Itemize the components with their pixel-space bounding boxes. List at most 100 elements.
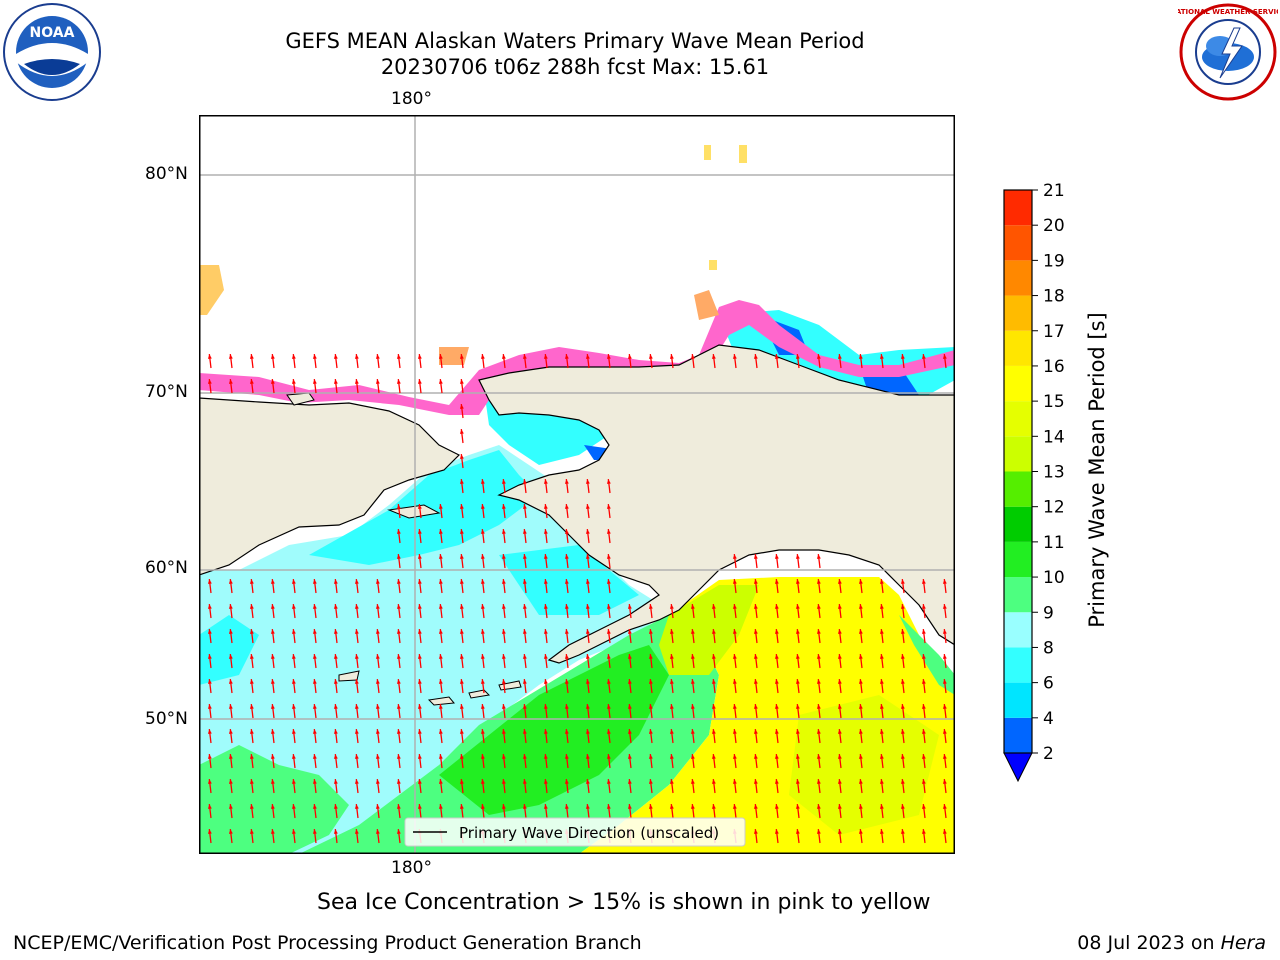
direction-arrow-head [459,704,464,709]
direction-arrow-head [396,679,401,684]
direction-arrow-head [774,354,779,359]
direction-arrow-head [354,829,359,834]
direction-arrow-head [732,554,737,559]
direction-arrow-head [312,729,317,734]
direction-arrow-head [858,654,863,659]
direction-arrow-head [711,629,716,634]
direction-arrow-head [921,829,926,834]
direction-arrow-head [795,629,800,634]
direction-arrow-head [480,679,485,684]
direction-arrow-head [354,729,359,734]
colorbar-segment [1004,225,1032,261]
direction-arrow-head [480,654,485,659]
direction-arrow-head [564,679,569,684]
direction-arrow-head [795,804,800,809]
direction-arrow-head [312,354,317,359]
direction-arrow-head [564,654,569,659]
direction-arrow-head [501,729,506,734]
direction-arrow-head [606,804,611,809]
direction-arrow-head [816,579,821,584]
sea-ice-caption: Sea Ice Concentration > 15% is shown in … [317,890,931,915]
direction-arrow-head [228,354,233,359]
direction-arrow-head [354,704,359,709]
lon-label-bottom: 180° [391,858,432,878]
direction-arrow-head [480,754,485,759]
direction-arrow-head [417,529,422,534]
direction-arrow-head [879,754,884,759]
direction-arrow-head [480,579,485,584]
direction-arrow-head [753,354,758,359]
direction-arrow-head [606,629,611,634]
colorbar-segment [1004,401,1032,437]
direction-arrow-head [312,629,317,634]
colorbar-label: Primary Wave Mean Period [s] [1085,312,1109,628]
direction-arrow-head [837,654,842,659]
direction-arrow-head [942,804,947,809]
direction-arrow-head [732,579,737,584]
lat-label-50: 50°N [145,709,188,729]
direction-arrow-head [312,654,317,659]
direction-arrow-head [879,829,884,834]
direction-arrow-head [438,554,443,559]
direction-arrow-head [543,779,548,784]
direction-arrow-head [228,379,233,384]
direction-arrow-head [858,354,863,359]
direction-arrow-head [249,654,254,659]
direction-arrow-head [879,679,884,684]
direction-arrow-head [312,779,317,784]
direction-arrow-head [879,729,884,734]
direction-arrow-head [585,629,590,634]
direction-arrow-head [942,829,947,834]
chart-subtitle: 20230706 t06z 288h fcst Max: 15.61 [380,55,770,79]
direction-arrow-head [837,604,842,609]
direction-arrow-head [732,654,737,659]
direction-arrow-head [354,354,359,359]
direction-arrow-head [438,679,443,684]
direction-arrow-head [627,804,632,809]
direction-arrow-head [312,679,317,684]
direction-arrow-head [438,579,443,584]
direction-arrow-head [375,354,380,359]
direction-arrow-head [564,529,569,534]
direction-arrow-head [375,729,380,734]
colorbar-tick-label: 4 [1043,709,1054,729]
direction-arrow-head [732,629,737,634]
direction-arrow-head [291,704,296,709]
colorbar-segment [1004,365,1032,402]
direction-arrow-head [270,779,275,784]
direction-arrow-head [942,629,947,634]
direction-arrow-head [858,829,863,834]
direction-arrow-head [858,779,863,784]
direction-arrow-head [753,579,758,584]
direction-arrow-head [459,379,464,384]
direction-arrow-head [942,579,947,584]
direction-arrow-head [879,579,884,584]
direction-arrow-head [921,604,926,609]
direction-arrow-head [459,629,464,634]
colorbar-tick-label: 13 [1043,463,1065,483]
noaa-logo: NOAA [2,2,102,102]
direction-arrow-head [312,829,317,834]
direction-arrow-head [837,579,842,584]
direction-arrow-head [459,479,464,484]
direction-arrow-head [501,704,506,709]
direction-arrow-head [879,354,884,359]
direction-arrow-head [417,579,422,584]
direction-arrow-head [354,654,359,659]
direction-arrow-head [270,754,275,759]
direction-arrow-head [522,554,527,559]
direction-arrow-head [354,379,359,384]
direction-arrow-head [522,679,527,684]
direction-arrow-head [753,629,758,634]
direction-arrow-head [795,829,800,834]
direction-arrow-head [690,729,695,734]
direction-arrow-head [291,604,296,609]
direction-arrow-head [648,754,653,759]
direction-arrow-head [207,704,212,709]
direction-arrow-head [354,754,359,759]
direction-arrow-head [522,529,527,534]
colorbar-segment [1004,612,1032,648]
direction-arrow-head [543,704,548,709]
direction-arrow-head [333,754,338,759]
direction-arrow-head [375,604,380,609]
